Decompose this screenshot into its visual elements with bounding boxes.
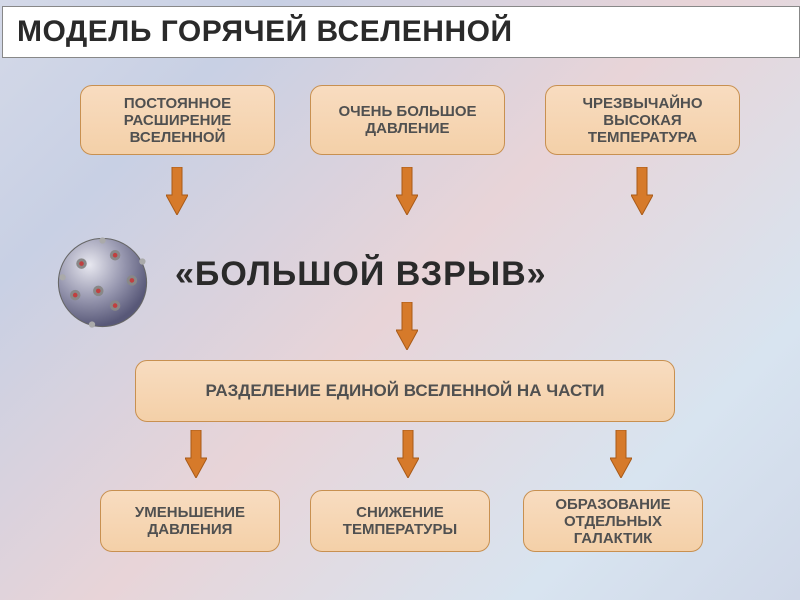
big-bang-label: «БОЛЬШОЙ ВЗРЫВ» bbox=[175, 255, 547, 294]
bottom-box-temp-drop: СНИЖЕНИЕ ТЕМПЕРАТУРЫ bbox=[310, 490, 490, 552]
wide-box-division: РАЗДЕЛЕНИЕ ЕДИНОЙ ВСЕЛЕННОЙ НА ЧАСТИ bbox=[135, 360, 675, 422]
arrow-down-icon bbox=[185, 430, 207, 478]
top-box-expansion: ПОСТОЯННОЕ РАСШИРЕНИЕ ВСЕЛЕННОЙ bbox=[80, 85, 275, 155]
arrow-down-icon bbox=[610, 430, 632, 478]
arrow-down-icon bbox=[166, 167, 188, 215]
top-box-pressure: ОЧЕНЬ БОЛЬШОЕ ДАВЛЕНИЕ bbox=[310, 85, 505, 155]
big-bang-sphere-icon bbox=[50, 230, 155, 335]
arrow-down-icon bbox=[396, 167, 418, 215]
bottom-box-pressure-drop: УМЕНЬШЕНИЕ ДАВЛЕНИЯ bbox=[100, 490, 280, 552]
arrow-down-icon bbox=[397, 430, 419, 478]
page-title: МОДЕЛЬ ГОРЯЧЕЙ ВСЕЛЕННОЙ bbox=[2, 6, 800, 58]
arrow-down-icon bbox=[631, 167, 653, 215]
arrow-down-icon bbox=[396, 302, 418, 350]
top-box-temperature: ЧРЕЗВЫЧАЙНО ВЫСОКАЯ ТЕМПЕРАТУРА bbox=[545, 85, 740, 155]
bottom-box-galaxies: ОБРАЗОВАНИЕ ОТДЕЛЬНЫХ ГАЛАКТИК bbox=[523, 490, 703, 552]
